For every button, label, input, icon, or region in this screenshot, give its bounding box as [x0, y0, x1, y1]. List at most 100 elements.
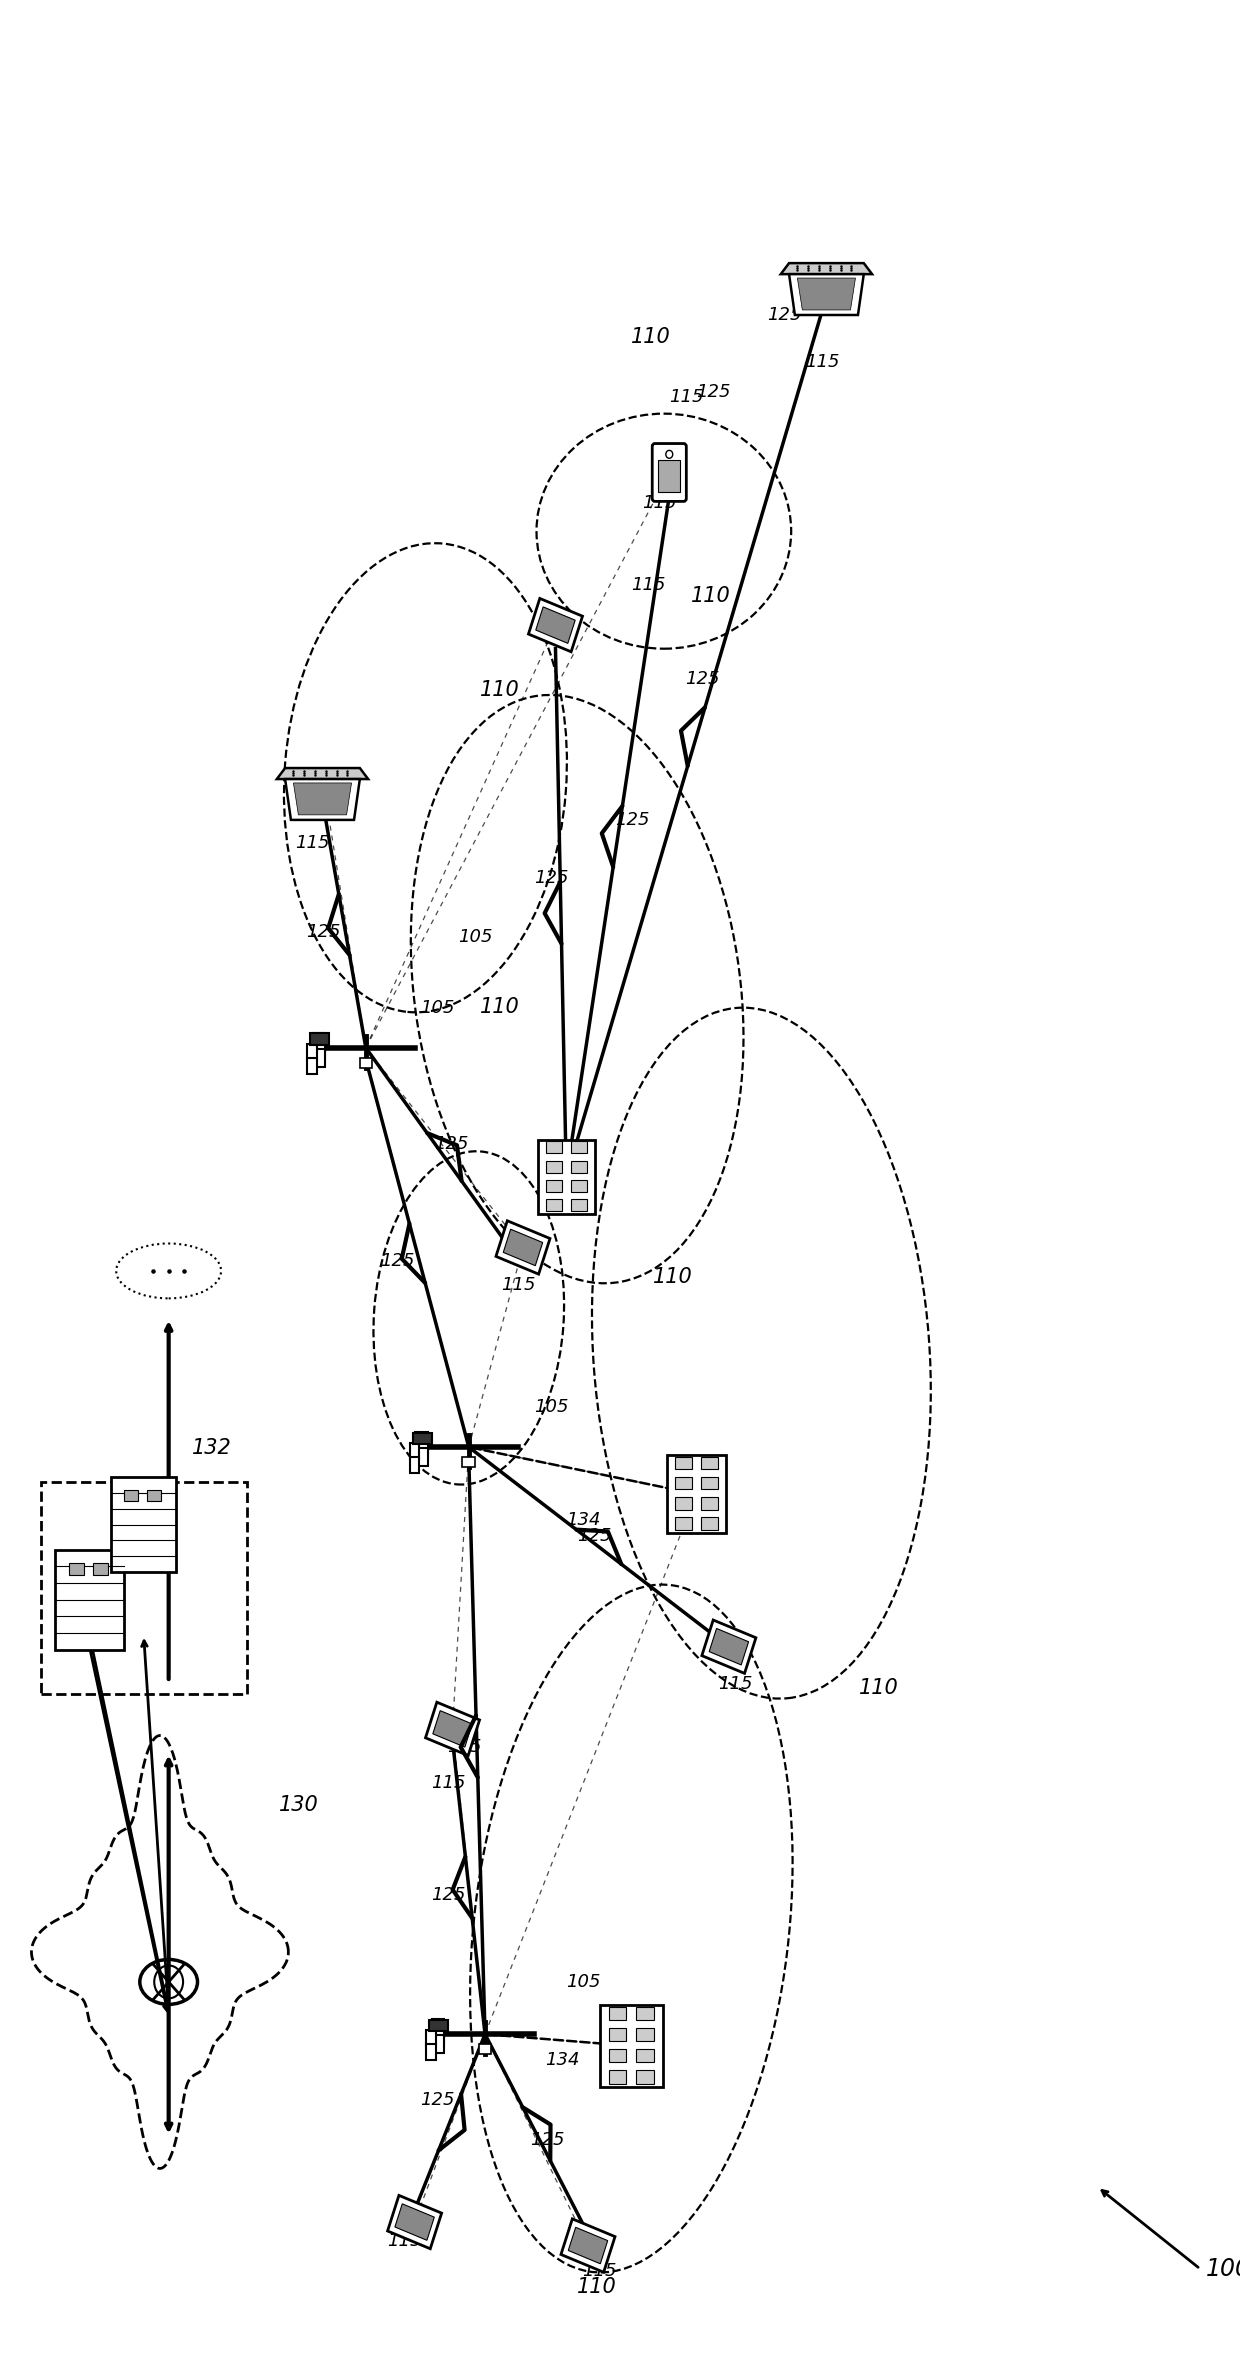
FancyBboxPatch shape: [570, 1142, 587, 1153]
FancyBboxPatch shape: [432, 2036, 444, 2053]
Text: 110: 110: [577, 2276, 618, 2298]
FancyBboxPatch shape: [429, 2020, 449, 2032]
FancyBboxPatch shape: [409, 1443, 419, 1459]
FancyBboxPatch shape: [415, 1431, 428, 1450]
Text: 125: 125: [766, 306, 801, 325]
Text: 130: 130: [279, 1796, 319, 1815]
FancyBboxPatch shape: [546, 1161, 562, 1172]
FancyBboxPatch shape: [675, 1497, 692, 1509]
Polygon shape: [797, 278, 856, 311]
Text: 110: 110: [691, 586, 730, 605]
FancyBboxPatch shape: [306, 1043, 316, 1059]
Text: 105: 105: [458, 927, 492, 946]
Text: 115: 115: [631, 577, 666, 593]
FancyBboxPatch shape: [110, 1478, 176, 1572]
Text: 110: 110: [653, 1266, 693, 1288]
FancyBboxPatch shape: [675, 1476, 692, 1490]
Text: 110: 110: [480, 996, 520, 1017]
Polygon shape: [294, 784, 351, 814]
FancyBboxPatch shape: [609, 2027, 626, 2041]
FancyBboxPatch shape: [675, 1518, 692, 1530]
Polygon shape: [394, 2203, 434, 2241]
FancyBboxPatch shape: [432, 2027, 444, 2046]
FancyBboxPatch shape: [636, 2027, 653, 2041]
Text: 125: 125: [686, 671, 720, 687]
Text: 115: 115: [501, 1276, 536, 1295]
Text: 115: 115: [805, 353, 839, 372]
Polygon shape: [433, 1711, 472, 1747]
Polygon shape: [781, 264, 872, 273]
FancyBboxPatch shape: [432, 2020, 444, 2036]
Polygon shape: [425, 1702, 480, 1756]
FancyBboxPatch shape: [312, 1040, 325, 1059]
FancyBboxPatch shape: [93, 1563, 108, 1575]
Polygon shape: [496, 1222, 551, 1274]
FancyBboxPatch shape: [124, 1490, 139, 1502]
Text: 105: 105: [567, 1973, 601, 1991]
FancyBboxPatch shape: [636, 2050, 653, 2062]
Polygon shape: [285, 779, 360, 819]
FancyBboxPatch shape: [609, 2072, 626, 2083]
Text: 125: 125: [531, 2130, 565, 2149]
FancyBboxPatch shape: [667, 1455, 727, 1532]
Text: 110: 110: [631, 327, 671, 348]
FancyBboxPatch shape: [68, 1563, 84, 1575]
Text: 125: 125: [434, 1135, 469, 1153]
FancyBboxPatch shape: [312, 1050, 325, 1066]
Text: 110: 110: [859, 1678, 899, 1697]
FancyBboxPatch shape: [546, 1201, 562, 1212]
FancyBboxPatch shape: [600, 2006, 663, 2088]
FancyBboxPatch shape: [310, 1033, 329, 1045]
Polygon shape: [709, 1629, 749, 1664]
Polygon shape: [503, 1229, 543, 1266]
Text: 125: 125: [697, 384, 730, 400]
FancyBboxPatch shape: [479, 2043, 491, 2055]
Text: 115: 115: [388, 2232, 422, 2250]
Text: 125: 125: [577, 1528, 611, 1544]
FancyBboxPatch shape: [538, 1139, 595, 1215]
FancyBboxPatch shape: [409, 1457, 419, 1474]
FancyBboxPatch shape: [415, 1448, 428, 1467]
Polygon shape: [536, 607, 575, 643]
FancyBboxPatch shape: [306, 1057, 316, 1073]
Text: 134: 134: [567, 1511, 601, 1528]
FancyBboxPatch shape: [427, 2043, 435, 2060]
FancyBboxPatch shape: [636, 2072, 653, 2083]
Text: 115: 115: [718, 1676, 753, 1693]
Polygon shape: [568, 2227, 608, 2265]
FancyBboxPatch shape: [652, 443, 686, 501]
Polygon shape: [560, 2220, 615, 2272]
Text: 105: 105: [420, 998, 455, 1017]
Text: 125: 125: [430, 1886, 465, 1904]
FancyBboxPatch shape: [148, 1490, 161, 1502]
Text: 110: 110: [480, 680, 520, 699]
Text: 134: 134: [544, 2050, 579, 2069]
FancyBboxPatch shape: [463, 1457, 475, 1467]
FancyBboxPatch shape: [427, 2029, 435, 2046]
FancyBboxPatch shape: [701, 1518, 718, 1530]
FancyBboxPatch shape: [701, 1476, 718, 1490]
Polygon shape: [388, 2196, 441, 2248]
Text: 115: 115: [295, 833, 330, 852]
FancyBboxPatch shape: [570, 1161, 587, 1172]
Text: 105: 105: [533, 1398, 568, 1415]
FancyBboxPatch shape: [609, 2006, 626, 2020]
Text: 125: 125: [448, 1737, 481, 1756]
FancyBboxPatch shape: [546, 1142, 562, 1153]
Text: 115: 115: [583, 2262, 618, 2281]
FancyBboxPatch shape: [312, 1033, 325, 1050]
Text: 125: 125: [379, 1252, 414, 1271]
Text: 100: 100: [1205, 2257, 1240, 2281]
Text: 125: 125: [306, 923, 341, 942]
Polygon shape: [789, 273, 864, 315]
FancyBboxPatch shape: [360, 1057, 372, 1069]
FancyBboxPatch shape: [609, 2050, 626, 2062]
Text: 115: 115: [670, 388, 704, 405]
Text: 115: 115: [430, 1773, 465, 1791]
FancyBboxPatch shape: [415, 1441, 428, 1457]
FancyBboxPatch shape: [701, 1457, 718, 1469]
Text: 125: 125: [420, 2090, 455, 2109]
FancyBboxPatch shape: [658, 459, 681, 492]
Text: 125: 125: [533, 869, 568, 887]
Text: 115: 115: [642, 494, 677, 511]
